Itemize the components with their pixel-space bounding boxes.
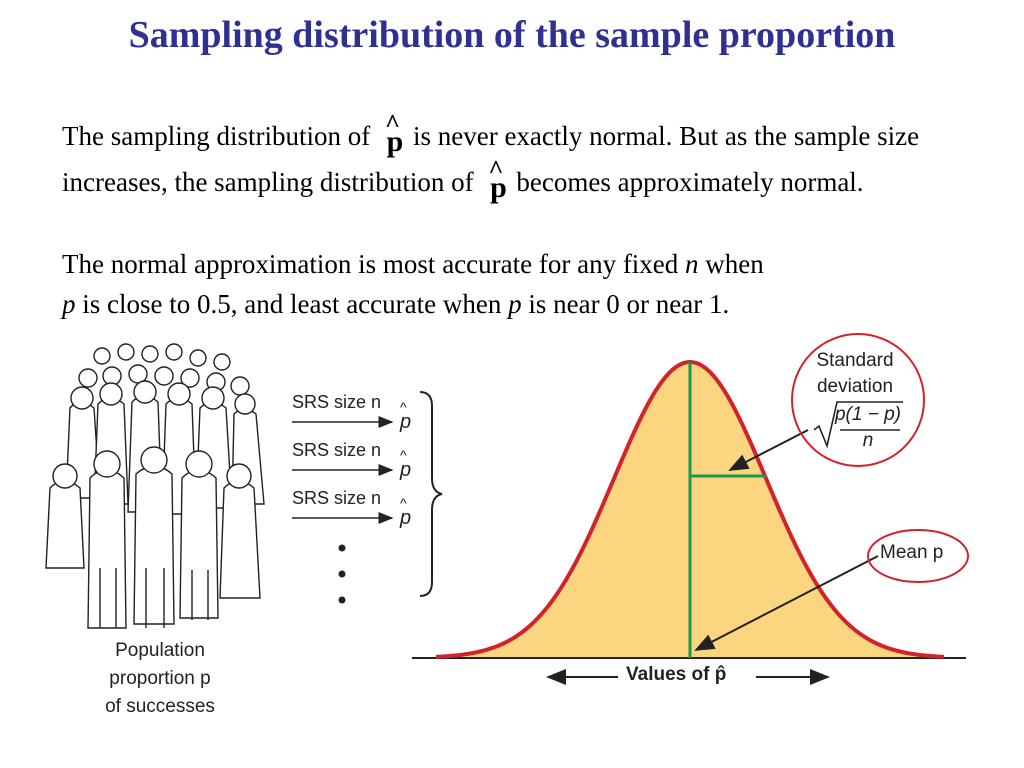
mean-pointer-arrow bbox=[694, 555, 879, 651]
p-symbol: p bbox=[508, 289, 522, 319]
paragraph-normality: The sampling distribution of pis never e… bbox=[62, 104, 972, 208]
hat-icon: ^ bbox=[400, 495, 407, 511]
srs-arrows bbox=[292, 416, 394, 524]
hat-icon: ^ bbox=[400, 447, 407, 463]
sd-label-line: deviation bbox=[816, 376, 894, 397]
population-label: Population proportion p of successes bbox=[80, 637, 240, 721]
p-hat-output: p bbox=[399, 507, 411, 529]
population-label-line: Population bbox=[115, 640, 205, 661]
p-hat-output: p bbox=[399, 459, 411, 481]
mean-callout bbox=[867, 529, 969, 583]
standard-deviation-label: Standard deviation p(1 − p) n bbox=[788, 348, 922, 454]
paragraph-text: is near 0 or near 1. bbox=[521, 289, 730, 319]
standard-deviation-callout bbox=[791, 333, 925, 467]
paragraph-text: becomes approximately normal. bbox=[516, 167, 864, 197]
population-label-line: of successes bbox=[105, 696, 215, 717]
p-hat-symbol: p bbox=[377, 104, 413, 162]
p-hat-symbol: p bbox=[480, 150, 516, 208]
n-symbol: n bbox=[685, 249, 699, 279]
srs-label: SRS size n bbox=[292, 440, 382, 460]
srs-label: SRS size n bbox=[292, 488, 382, 508]
paragraph-text: when bbox=[698, 249, 764, 279]
mean-label: Mean p bbox=[880, 542, 944, 563]
paragraph-text: The sampling distribution of bbox=[62, 121, 377, 151]
sd-label-line: Standard bbox=[816, 350, 894, 371]
p-symbol: p bbox=[62, 289, 76, 319]
paragraph-text: is never exactly normal. But as the samp… bbox=[62, 121, 920, 197]
square-root-icon bbox=[813, 401, 903, 449]
paragraph-text: is close to 0.5, and least accurate when bbox=[75, 289, 509, 319]
axis-label: Values of p̂ bbox=[626, 664, 727, 685]
sd-formula-denominator: n bbox=[862, 430, 874, 451]
paragraph-accuracy: The normal approximation is most accurat… bbox=[62, 244, 972, 324]
sd-formula-numerator: p(1 − p) bbox=[834, 404, 901, 425]
srs-label: SRS size n bbox=[292, 392, 382, 412]
sd-pointer-arrow bbox=[728, 429, 809, 471]
population-label-line: proportion p bbox=[109, 668, 211, 689]
hat-icon: ^ bbox=[400, 399, 407, 415]
ellipsis-dots bbox=[338, 544, 346, 604]
population-crowd-illustration bbox=[45, 343, 265, 629]
paragraph-text: The normal approximation is most accurat… bbox=[62, 249, 686, 279]
brace bbox=[419, 391, 443, 597]
p-hat-output: p bbox=[399, 411, 411, 433]
slide-title: Sampling distribution of the sample prop… bbox=[128, 14, 896, 56]
